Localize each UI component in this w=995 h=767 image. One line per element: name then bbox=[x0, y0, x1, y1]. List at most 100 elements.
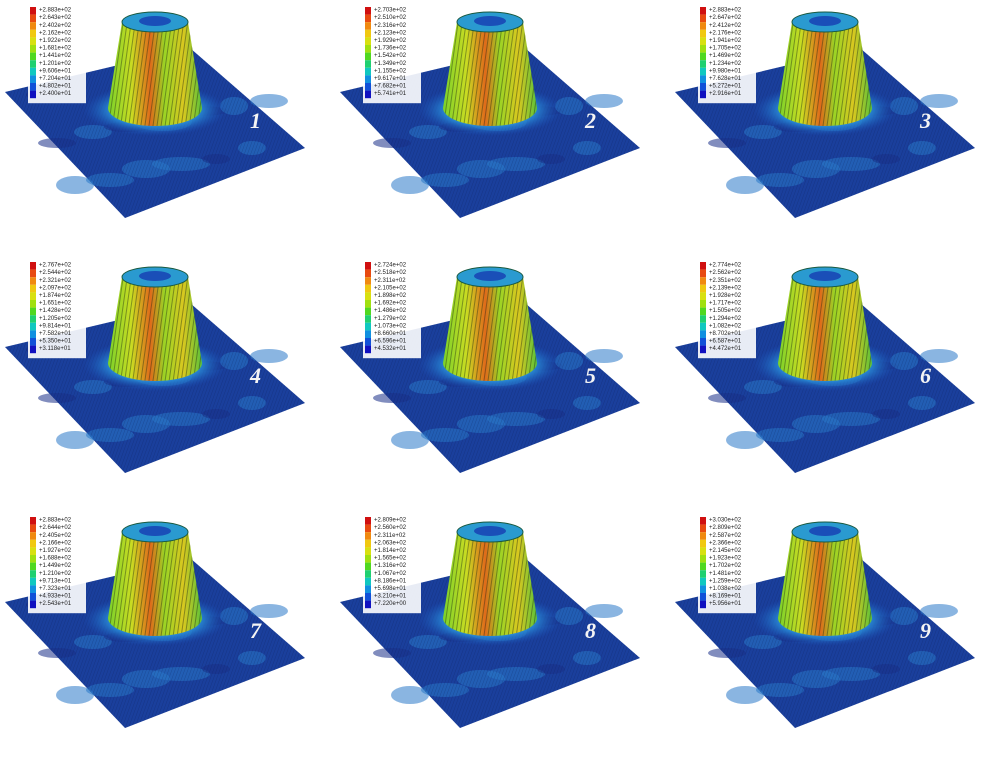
legend-swatch bbox=[365, 338, 371, 346]
legend-label: +2.724e+02 bbox=[374, 263, 407, 269]
legend-label: +1.927e+02 bbox=[39, 548, 72, 554]
legend-swatch bbox=[30, 547, 36, 555]
legend-label: +1.928e+02 bbox=[709, 293, 742, 299]
cone-streaks bbox=[778, 22, 872, 126]
legend-label: +1.259e+02 bbox=[709, 578, 742, 584]
legend-label: +1.038e+02 bbox=[709, 586, 742, 592]
cone-streaks bbox=[443, 532, 537, 636]
legend-label: +7.628e+01 bbox=[709, 76, 742, 82]
legend-swatch bbox=[700, 68, 706, 76]
legend-swatch bbox=[30, 323, 36, 331]
legend-swatch bbox=[700, 270, 706, 278]
legend-swatch bbox=[30, 300, 36, 308]
legend-swatch bbox=[700, 37, 706, 45]
legend-label: +2.643e+02 bbox=[39, 15, 72, 21]
legend-label: +1.486e+02 bbox=[374, 308, 407, 314]
legend-swatch bbox=[700, 22, 706, 30]
figure: +2.883e+02+2.643e+02+2.402e+02+2.162e+02… bbox=[0, 0, 995, 767]
legend-swatch bbox=[365, 30, 371, 38]
legend-swatch bbox=[700, 15, 706, 23]
legend-label: +2.400e+01 bbox=[39, 91, 72, 97]
legend-label: +1.717e+02 bbox=[709, 301, 742, 307]
legend-label: +5.350e+01 bbox=[39, 339, 72, 345]
legend-swatch bbox=[700, 60, 706, 68]
legend-swatch bbox=[365, 570, 371, 578]
legend-label: +2.405e+02 bbox=[39, 533, 72, 539]
legend-swatch bbox=[700, 45, 706, 53]
legend-swatch bbox=[700, 601, 706, 609]
legend-label: +1.294e+02 bbox=[709, 316, 742, 322]
panel-number: 5 bbox=[585, 363, 596, 388]
legend-label: +1.316e+02 bbox=[374, 563, 407, 569]
cone-streaks bbox=[443, 277, 537, 381]
legend-label: +1.898e+02 bbox=[374, 293, 407, 299]
legend-swatch bbox=[365, 83, 371, 91]
legend-label: +2.510e+02 bbox=[374, 15, 407, 21]
legend-label: +1.651e+02 bbox=[39, 301, 72, 307]
legend-swatch bbox=[365, 262, 371, 270]
legend-label: +2.176e+02 bbox=[709, 30, 742, 36]
legend-swatch bbox=[365, 547, 371, 555]
legend-swatch bbox=[365, 525, 371, 533]
legend-swatch bbox=[365, 315, 371, 323]
legend-label: +9.980e+01 bbox=[709, 68, 742, 74]
panel-number: 9 bbox=[920, 618, 931, 643]
legend-swatch bbox=[30, 292, 36, 300]
legend-label: +2.774e+02 bbox=[709, 263, 742, 269]
legend-label: +8.186e+01 bbox=[374, 578, 407, 584]
legend-label: +1.736e+02 bbox=[374, 46, 407, 52]
legend-swatch bbox=[30, 83, 36, 91]
legend-swatch bbox=[365, 60, 371, 68]
legend-label: +2.809e+02 bbox=[374, 518, 407, 524]
cone-top-center bbox=[474, 526, 506, 536]
legend-swatch bbox=[700, 292, 706, 300]
legend-swatch bbox=[365, 7, 371, 15]
legend-swatch bbox=[365, 346, 371, 354]
legend-label: +4.532e+01 bbox=[374, 346, 407, 352]
legend-swatch bbox=[700, 7, 706, 15]
legend-label: +2.097e+02 bbox=[39, 285, 72, 291]
legend-label: +2.587e+02 bbox=[709, 533, 742, 539]
legend-label: +1.082e+02 bbox=[709, 323, 742, 329]
legend-label: +3.118e+01 bbox=[39, 346, 71, 352]
legend-label: +2.402e+02 bbox=[39, 23, 72, 29]
legend-label: +1.469e+02 bbox=[709, 53, 742, 59]
legend-label: +5.741e+01 bbox=[374, 91, 407, 97]
legend-swatch bbox=[30, 540, 36, 548]
legend-swatch bbox=[365, 330, 371, 338]
legend-swatch bbox=[365, 563, 371, 571]
legend-label: +1.205e+02 bbox=[39, 316, 72, 322]
legend-label: +7.220e+00 bbox=[374, 601, 407, 607]
panel-number: 8 bbox=[585, 618, 596, 643]
legend-swatch bbox=[700, 53, 706, 61]
panel: +2.767e+02+2.544e+02+2.321e+02+2.097e+02… bbox=[5, 261, 305, 473]
panel-number: 6 bbox=[920, 363, 931, 388]
legend-label: +2.767e+02 bbox=[39, 263, 72, 269]
legend-label: +8.660e+01 bbox=[374, 331, 407, 337]
legend-label: +1.941e+02 bbox=[709, 38, 742, 44]
legend-label: +2.543e+01 bbox=[39, 601, 72, 607]
legend-swatch bbox=[700, 75, 706, 83]
cone-streaks bbox=[778, 532, 872, 636]
legend-swatch bbox=[30, 30, 36, 38]
legend-label: +2.105e+02 bbox=[374, 285, 407, 291]
legend-swatch bbox=[365, 323, 371, 331]
legend-label: +9.617e+01 bbox=[374, 76, 407, 82]
legend-label: +2.412e+02 bbox=[709, 23, 742, 29]
legend-label: +9.606e+01 bbox=[39, 68, 72, 74]
legend-swatch bbox=[365, 91, 371, 99]
legend-swatch bbox=[365, 15, 371, 23]
legend-label: +7.582e+01 bbox=[39, 331, 72, 337]
legend-swatch bbox=[30, 525, 36, 533]
legend-swatch bbox=[700, 285, 706, 293]
legend-swatch bbox=[30, 578, 36, 586]
legend-label: +5.698e+01 bbox=[374, 586, 407, 592]
legend-swatch bbox=[700, 315, 706, 323]
legend-swatch bbox=[30, 7, 36, 15]
legend-label: +8.702e+01 bbox=[709, 331, 742, 337]
cone-top-center bbox=[809, 526, 841, 536]
legend-swatch bbox=[30, 262, 36, 270]
legend-label: +1.067e+02 bbox=[374, 571, 407, 577]
legend-label: +9.713e+01 bbox=[39, 578, 72, 584]
legend-swatch bbox=[30, 593, 36, 601]
